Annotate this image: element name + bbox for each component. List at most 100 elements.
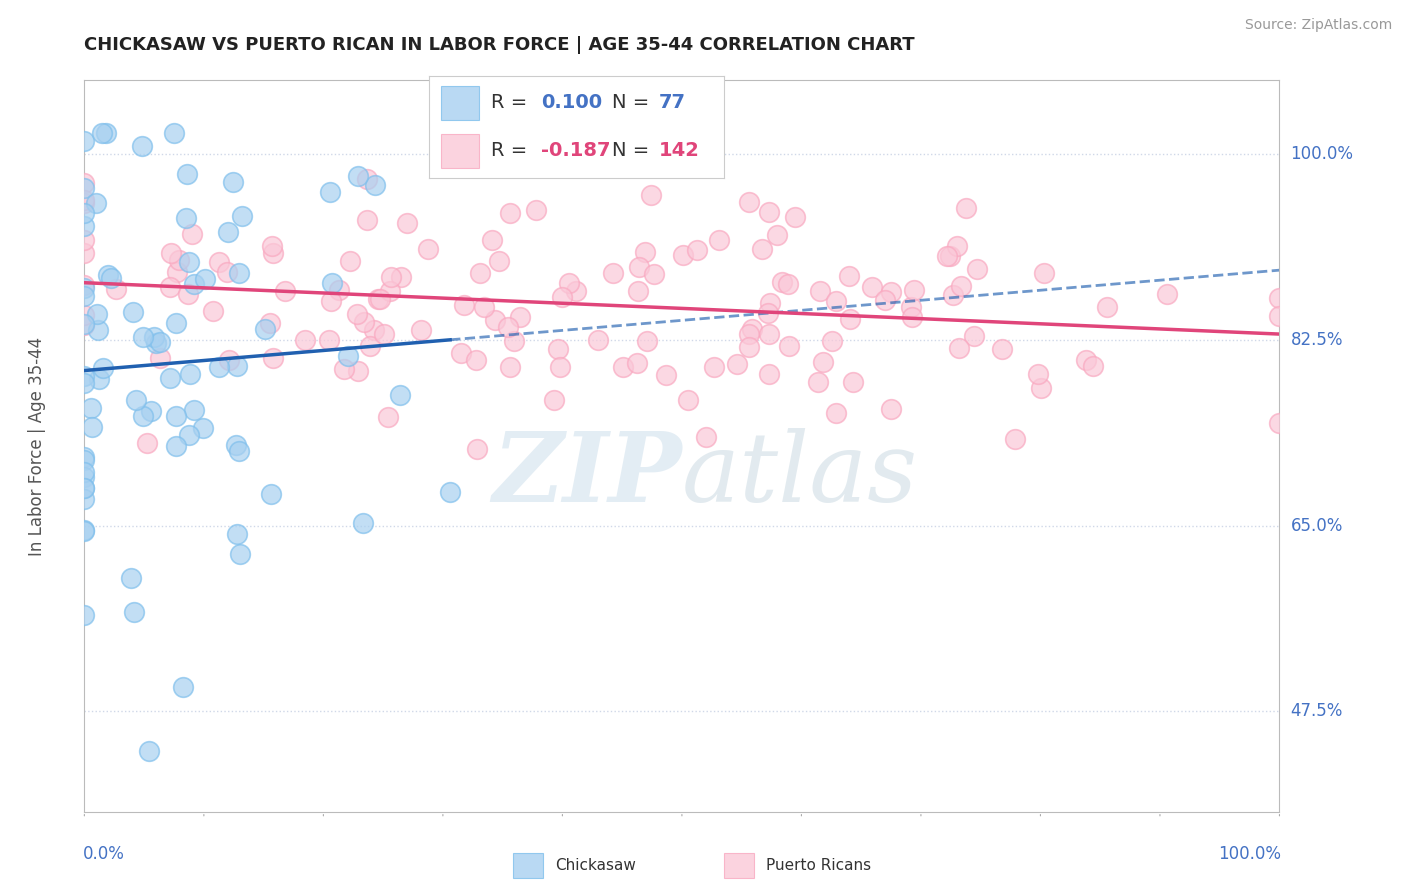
Point	[1081, 359, 1104, 374]
Point	[87, 323, 110, 337]
Point	[655, 368, 678, 383]
Point	[337, 349, 360, 363]
Point	[811, 355, 834, 369]
Point	[368, 293, 391, 307]
Point	[73, 219, 96, 234]
Point	[73, 308, 96, 322]
Point	[321, 276, 343, 290]
Point	[225, 438, 247, 452]
Point	[231, 210, 253, 224]
Point	[73, 492, 96, 507]
Point	[643, 267, 665, 281]
Point	[333, 362, 356, 376]
Point	[73, 196, 96, 211]
Point	[900, 300, 922, 314]
Point	[165, 409, 187, 423]
Point	[860, 280, 883, 294]
Point	[499, 360, 522, 375]
Point	[488, 254, 510, 268]
Point	[359, 339, 381, 353]
Point	[481, 233, 503, 247]
Text: 142: 142	[659, 141, 700, 161]
Text: Puerto Ricans: Puerto Ricans	[766, 858, 872, 872]
Point	[177, 254, 200, 268]
Point	[138, 744, 160, 758]
Point	[122, 605, 145, 619]
Point	[558, 277, 581, 291]
Point	[941, 287, 963, 301]
Point	[1032, 266, 1054, 280]
Point	[741, 322, 763, 336]
Point	[551, 290, 574, 304]
Point	[253, 322, 276, 336]
Point	[373, 326, 395, 341]
Point	[73, 376, 96, 390]
Point	[439, 484, 461, 499]
Text: 65.0%: 65.0%	[1291, 516, 1343, 534]
Point	[756, 306, 779, 320]
Point	[565, 284, 588, 298]
Text: 77: 77	[659, 93, 686, 112]
Point	[82, 419, 104, 434]
Point	[627, 285, 650, 299]
Point	[738, 326, 761, 341]
Point	[201, 304, 224, 318]
Point	[179, 368, 201, 382]
Point	[143, 329, 166, 343]
Point	[588, 333, 610, 347]
Point	[218, 352, 240, 367]
FancyBboxPatch shape	[440, 135, 479, 168]
Text: 82.5%: 82.5%	[1291, 331, 1343, 349]
Point	[73, 193, 96, 207]
Point	[176, 211, 198, 226]
Point	[141, 404, 163, 418]
Point	[901, 310, 924, 325]
Point	[80, 401, 103, 416]
Point	[149, 334, 172, 349]
Point	[484, 312, 506, 326]
Point	[193, 421, 215, 435]
Point	[1076, 353, 1098, 368]
Point	[1095, 301, 1118, 315]
Point	[183, 402, 205, 417]
Point	[194, 271, 217, 285]
Text: CHICKASAW VS PUERTO RICAN IN LABOR FORCE | AGE 35-44 CORRELATION CHART: CHICKASAW VS PUERTO RICAN IN LABOR FORCE…	[84, 36, 915, 54]
Point	[346, 169, 368, 183]
Point	[73, 450, 96, 464]
Text: In Labor Force | Age 35-44: In Labor Force | Age 35-44	[28, 336, 45, 556]
Point	[100, 271, 122, 285]
Point	[751, 242, 773, 256]
Point	[430, 126, 453, 140]
Point	[347, 364, 370, 378]
Point	[948, 341, 970, 355]
Point	[105, 282, 128, 296]
Point	[1268, 416, 1291, 430]
Point	[165, 316, 187, 330]
Point	[758, 326, 780, 341]
Point	[1031, 381, 1053, 395]
Point	[808, 284, 831, 298]
Point	[377, 410, 399, 425]
Point	[318, 333, 340, 347]
Point	[685, 243, 707, 257]
Point	[676, 392, 699, 407]
Point	[274, 284, 297, 298]
Point	[524, 202, 547, 217]
Point	[1004, 432, 1026, 446]
Point	[465, 353, 488, 368]
Point	[770, 275, 793, 289]
Point	[73, 470, 96, 484]
Point	[181, 227, 204, 241]
Point	[131, 139, 153, 153]
Text: R =: R =	[491, 141, 533, 161]
Point	[765, 227, 787, 242]
Point	[875, 293, 897, 308]
Point	[703, 360, 725, 375]
Point	[73, 453, 96, 467]
Text: 100.0%: 100.0%	[1218, 845, 1281, 863]
Point	[548, 359, 571, 374]
Point	[453, 149, 475, 163]
Point	[319, 294, 342, 309]
Point	[179, 427, 201, 442]
Point	[73, 281, 96, 295]
